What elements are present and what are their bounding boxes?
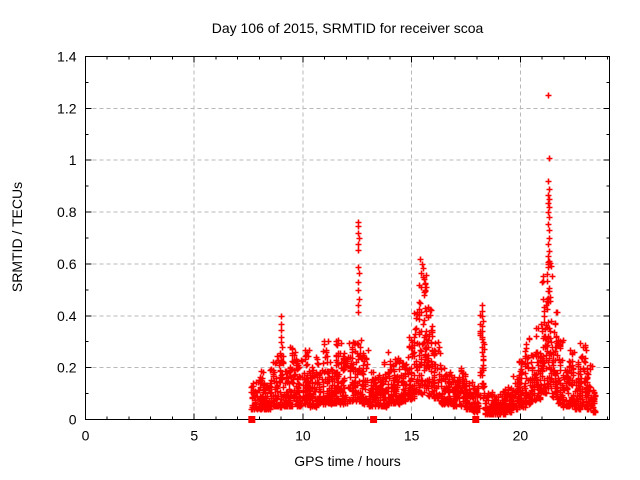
- x-tick-label: 20: [513, 428, 529, 444]
- x-tick-label: 5: [190, 428, 198, 444]
- x-tick-label: 10: [295, 428, 311, 444]
- y-tick-label: 0.4: [57, 308, 77, 324]
- x-tick-label: 0: [82, 428, 90, 444]
- chart-title: Day 106 of 2015, SRMTID for receiver sco…: [211, 20, 484, 36]
- scatter-points: [248, 92, 599, 418]
- x-tick-label: 15: [404, 428, 420, 444]
- axis-event-square: [248, 416, 256, 423]
- x-axis-title: GPS time / hours: [294, 453, 401, 469]
- y-tick-label: 1: [69, 152, 77, 168]
- y-tick-label: 1.2: [57, 100, 77, 116]
- y-tick-label: 0: [69, 412, 77, 428]
- axis-event-square: [472, 416, 480, 423]
- axis-event-square: [370, 416, 378, 423]
- y-tick-label: 1.4: [57, 49, 77, 65]
- plot-border: [85, 56, 610, 420]
- y-tick-label: 0.6: [57, 256, 77, 272]
- y-tick-label: 0.2: [57, 360, 77, 376]
- y-tick-label: 0.8: [57, 204, 77, 220]
